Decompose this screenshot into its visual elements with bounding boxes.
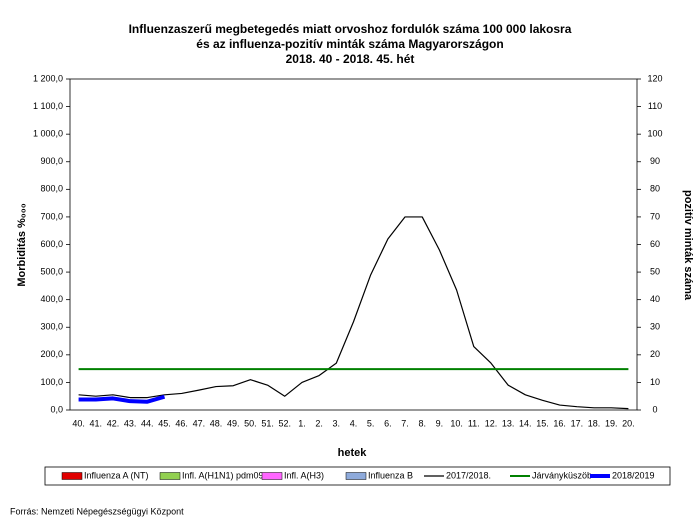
x-tick-label: 47. [193,418,206,428]
x-tick-label: 4. [350,418,358,428]
y-tick-label: 600,0 [40,239,63,249]
y2-tick-label: 40 [650,294,660,304]
legend-label: Infl. A(H1N1) pdm09 [182,470,264,480]
y2-tick-label: 120 [647,73,662,83]
x-tick-label: 7. [401,418,409,428]
x-tick-label: 2. [315,418,323,428]
y2-tick-label: 110 [648,101,662,111]
legend-label: Influenza B [368,470,413,480]
y2-tick-label: 0 [652,404,657,414]
legend-label: Infl. A(H3) [284,470,324,480]
x-tick-label: 41. [90,418,103,428]
legend-box [44,466,671,486]
y-tick-label: 1 100,0 [33,101,63,111]
legend-label: Influenza A (NT) [84,470,149,480]
y-tick-label: 700,0 [40,211,63,221]
y-tick-label: 200,0 [40,349,63,359]
x-tick-label: 9. [436,418,444,428]
title-line: Influenzaszerű megbetegedés miatt orvosh… [129,22,572,36]
legend-label: Járványküszöb [532,470,592,480]
y2-tick-label: 60 [650,239,660,249]
title-line: 2018. 40 - 2018. 45. hét [286,52,415,66]
x-tick-label: 46. [175,418,188,428]
legend-swatch [345,472,367,480]
legend-swatch [159,472,181,480]
y-tick-label: 300,0 [40,322,63,332]
y-tick-label: 100,0 [40,377,63,387]
x-tick-label: 17. [571,418,584,428]
x-tick-label: 8. [418,418,426,428]
legend-label: 2018/2019 [612,470,655,480]
line-series [78,394,166,404]
title-line: és az influenza-pozitív minták száma Mag… [196,37,503,51]
y2-axis-label: pozitív minták száma [682,190,694,301]
x-tick-label: 40. [72,418,85,428]
y2-tick-label: 50 [650,266,660,276]
x-tick-label: 42. [107,418,120,428]
x-tick-label: 18. [588,418,601,428]
x-axis-label: hetek [338,447,368,459]
y-tick-label: 1 200,0 [33,73,63,83]
x-tick-label: 45. [158,418,171,428]
legend-label: 2017/2018. [446,470,491,480]
line-series [78,216,629,410]
x-tick-label: 50. [244,418,257,428]
y-axis-label: Morbiditás %₀₀₀ [16,203,28,286]
x-tick-label: 13. [502,418,515,428]
x-tick-label: 15. [536,418,549,428]
x-tick-label: 10. [450,418,463,428]
x-tick-label: 12. [485,418,498,428]
x-tick-label: 51. [261,418,274,428]
x-tick-label: 52. [279,418,292,428]
legend-swatch [261,472,283,480]
y-tick-label: 500,0 [40,266,63,276]
y2-tick-label: 90 [650,156,660,166]
x-tick-label: 11. [468,418,480,428]
x-tick-label: 5. [367,418,375,428]
x-tick-label: 6. [384,418,392,428]
y-tick-label: 900,0 [40,156,63,166]
y2-tick-label: 30 [650,322,660,332]
y-tick-label: 400,0 [40,294,63,304]
y-tick-label: 800,0 [40,184,63,194]
y2-tick-label: 10 [650,377,660,387]
x-tick-label: 43. [124,418,137,428]
y-tick-label: 0,0 [50,404,63,414]
x-tick-label: 14. [519,418,532,428]
legend-swatch [61,472,83,480]
x-tick-label: 16. [553,418,566,428]
x-tick-label: 3. [333,418,341,428]
y-tick-label: 1 000,0 [33,129,63,139]
y2-tick-label: 70 [650,211,660,221]
x-tick-label: 44. [141,418,154,428]
x-tick-label: 1. [298,418,306,428]
y2-tick-label: 20 [650,349,660,359]
y2-tick-label: 100 [647,129,662,139]
x-tick-label: 20. [622,418,635,428]
x-tick-label: 19. [605,418,618,428]
y2-tick-label: 80 [650,184,660,194]
x-tick-label: 48. [210,418,223,428]
x-tick-label: 49. [227,418,240,428]
source: Forrás: Nemzeti Népegészségügyi Központ [10,506,184,516]
